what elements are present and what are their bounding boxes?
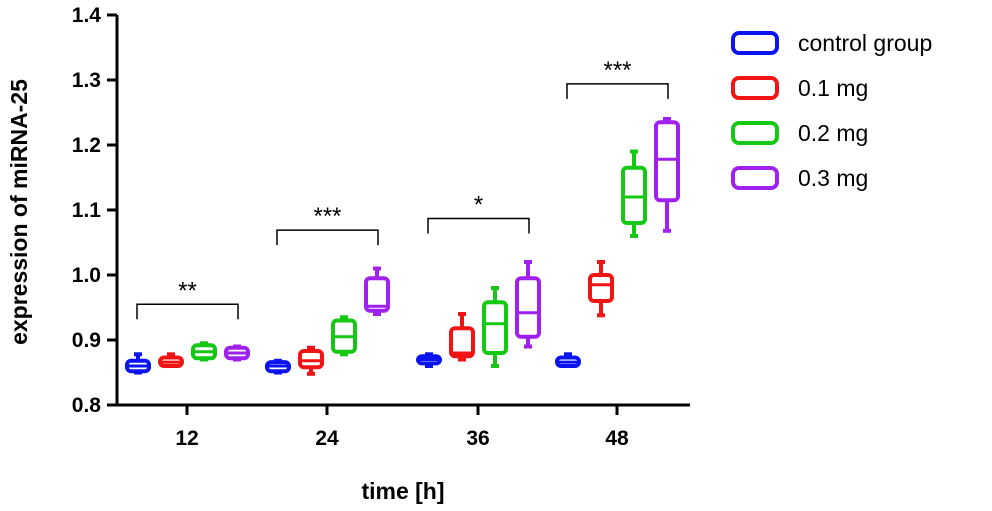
box-body <box>515 276 541 339</box>
significance-bracket: *** <box>276 203 379 246</box>
axes: 0.8 0.9 1.0 1.1 1.2 1.3 1.4 12 24 36 48 <box>72 4 690 450</box>
legend-swatch <box>731 166 779 190</box>
legend-swatch <box>731 31 779 55</box>
box-plot <box>416 352 442 368</box>
significance-bracket: ** <box>136 277 239 320</box>
legend-item: 0.1 mg <box>731 75 868 101</box>
box-plot <box>298 345 324 376</box>
y-axis-title: expression of miRNA-25 <box>6 79 32 345</box>
box-plot <box>654 117 680 233</box>
box-plot <box>158 352 184 368</box>
legend-item: 0.3 mg <box>731 165 868 191</box>
y-tick-label: 0.9 <box>72 329 101 352</box>
x-tick-label: 48 <box>605 427 629 450</box>
y-tick-label: 1.0 <box>72 264 101 287</box>
legend-item: control group <box>731 30 932 56</box>
significance-label: *** <box>313 203 341 230</box>
box-plot <box>125 352 151 375</box>
box-body <box>364 276 390 313</box>
y-tick-label: 1.2 <box>72 134 101 157</box>
legend-label: 0.1 mg <box>798 75 868 101</box>
legend-label: 0.3 mg <box>798 165 868 191</box>
y-tick-label: 1.4 <box>72 4 102 27</box>
box-body <box>621 165 647 225</box>
significance-label: *** <box>603 57 631 84</box>
box-plot <box>364 266 390 316</box>
significance-bracket: * <box>427 191 530 234</box>
box-plot <box>191 341 217 362</box>
box-body <box>449 326 475 359</box>
y-tick-label: 1.1 <box>72 199 102 222</box>
significance-bracket: *** <box>566 57 669 99</box>
box-body <box>588 273 614 303</box>
box-plot <box>515 260 541 349</box>
significance-annotations: ***** **** <box>136 57 669 320</box>
box-body <box>482 300 508 355</box>
bracket-line <box>427 217 530 234</box>
box-plot <box>555 352 581 368</box>
significance-label: * <box>474 191 483 218</box>
box-plot <box>265 358 291 375</box>
box-plot <box>331 315 357 357</box>
legend-swatch <box>731 121 779 145</box>
box-plot <box>621 149 647 238</box>
y-tick-label: 0.8 <box>72 394 102 417</box>
y-tick-label: 1.3 <box>72 69 101 92</box>
box-plots <box>125 117 680 376</box>
box-body <box>298 349 324 370</box>
x-axis-title: time [h] <box>361 478 444 504</box>
bracket-line <box>136 303 239 320</box>
legend: control group 0.1 mg 0.2 mg 0.3 mg <box>731 30 932 191</box>
box-plot <box>588 260 614 318</box>
legend-label: control group <box>798 30 932 56</box>
box-plot <box>224 344 250 362</box>
x-tick-label: 24 <box>315 427 339 450</box>
box-body <box>654 120 680 203</box>
x-tick-label: 12 <box>175 427 198 450</box>
x-tick-label: 36 <box>466 427 489 450</box>
significance-label: ** <box>178 277 197 304</box>
box-plot <box>482 286 508 368</box>
legend-item: 0.2 mg <box>731 120 868 146</box>
bracket-line <box>566 83 669 99</box>
legend-swatch <box>731 76 779 100</box>
legend-label: 0.2 mg <box>798 120 868 146</box>
box-plot <box>449 312 475 362</box>
bracket-line <box>276 229 379 246</box>
